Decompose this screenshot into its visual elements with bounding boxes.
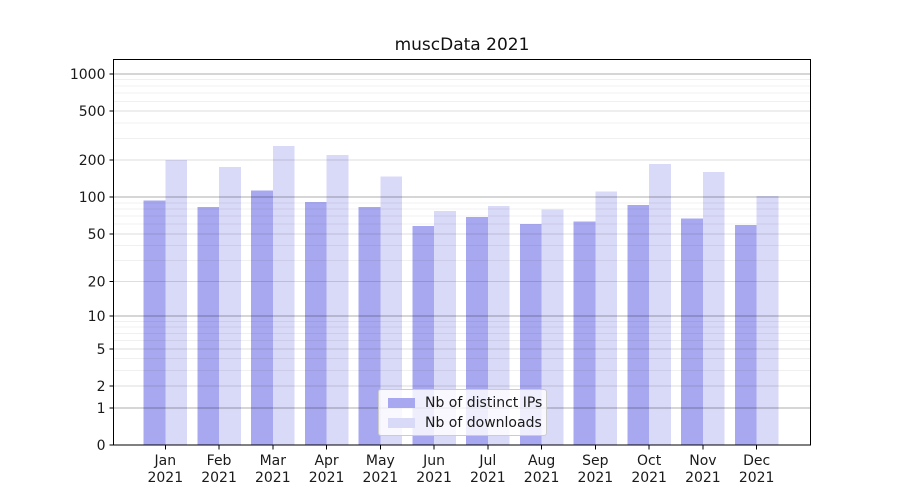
x-tick-label-year-mar: 2021	[255, 470, 291, 486]
legend-label-distinct-ips: Nb of distinct IPs	[425, 394, 543, 411]
x-tick-label-year-nov: 2021	[685, 470, 721, 486]
x-tick-label-year-jul: 2021	[470, 470, 506, 486]
legend-item-distinct-ips: Nb of distinct IPs	[388, 394, 542, 411]
bar-downloads-aug	[541, 209, 564, 445]
legend-swatch-downloads	[388, 417, 415, 428]
x-tick-label-month-oct: Oct	[637, 453, 662, 469]
bar-distinct-ips-jul	[466, 216, 488, 445]
y-tick-label-50: 50	[88, 227, 106, 243]
bar-downloads-dec	[756, 196, 779, 445]
x-tick-label-month-dec: Dec	[743, 453, 770, 469]
bar-downloads-apr	[326, 155, 349, 445]
bar-downloads-jul	[487, 205, 510, 445]
x-tick-label-month-may: May	[366, 453, 395, 469]
y-tick-label-1000: 1000	[70, 67, 106, 83]
x-tick-label-year-jun: 2021	[416, 470, 452, 486]
bar-downloads-nov	[702, 172, 725, 446]
y-tick-label-1: 1	[97, 401, 106, 417]
x-tick-label-month-jun: Jun	[422, 453, 445, 469]
bar-downloads-jun	[434, 211, 456, 445]
legend-item-downloads: Nb of downloads	[388, 414, 542, 431]
y-tick-label-5: 5	[97, 342, 106, 358]
x-tick-label-year-oct: 2021	[631, 470, 667, 486]
x-tick-label-month-feb: Feb	[207, 453, 232, 469]
bar-distinct-ips-jan	[143, 200, 166, 445]
x-tick-label-year-dec: 2021	[739, 470, 775, 486]
bar-downloads-mar	[272, 146, 295, 445]
bar-distinct-ips-mar	[251, 190, 273, 445]
x-tick-label-year-jan: 2021	[147, 470, 183, 486]
y-tick-label-500: 500	[79, 104, 106, 120]
bar-downloads-sep	[595, 191, 618, 445]
chart-title: muscData 2021	[394, 35, 530, 55]
bar-downloads-jan	[165, 160, 187, 445]
y-tick-label-10: 10	[88, 309, 106, 325]
bar-downloads-feb	[219, 167, 241, 445]
bar-distinct-ips-oct	[627, 205, 650, 445]
y-tick-label-100: 100	[79, 190, 106, 206]
bar-distinct-ips-sep	[573, 221, 596, 445]
x-tick-label-month-mar: Mar	[260, 453, 287, 469]
bar-distinct-ips-may	[358, 207, 381, 445]
y-tick-label-0: 0	[97, 438, 106, 454]
x-tick-label-month-jan: Jan	[154, 453, 177, 469]
x-tick-label-year-may: 2021	[363, 470, 399, 486]
bar-downloads-oct	[649, 164, 671, 445]
x-tick-label-year-feb: 2021	[201, 470, 237, 486]
x-tick-label-month-aug: Aug	[528, 453, 555, 469]
bar-downloads-may	[380, 176, 403, 446]
x-tick-label-month-nov: Nov	[689, 453, 716, 469]
bar-distinct-ips-dec	[734, 225, 757, 445]
plot-border	[113, 59, 811, 446]
legend: Nb of distinct IPs Nb of downloads	[378, 389, 547, 436]
x-tick-label-year-sep: 2021	[578, 470, 614, 486]
x-tick-label-year-apr: 2021	[309, 470, 345, 486]
x-tick-label-month-sep: Sep	[582, 453, 609, 469]
bar-distinct-ips-apr	[304, 202, 327, 445]
y-tick-label-20: 20	[88, 275, 106, 291]
bar-distinct-ips-nov	[681, 218, 703, 445]
x-tick-label-month-apr: Apr	[314, 453, 338, 469]
bar-distinct-ips-feb	[197, 207, 220, 445]
y-tick-label-200: 200	[79, 153, 106, 169]
x-tick-label-month-jul: Jul	[478, 453, 496, 469]
legend-label-downloads: Nb of downloads	[425, 414, 542, 431]
legend-swatch-distinct-ips	[388, 397, 415, 408]
y-tick-label-2: 2	[97, 379, 106, 395]
x-tick-label-year-aug: 2021	[524, 470, 560, 486]
